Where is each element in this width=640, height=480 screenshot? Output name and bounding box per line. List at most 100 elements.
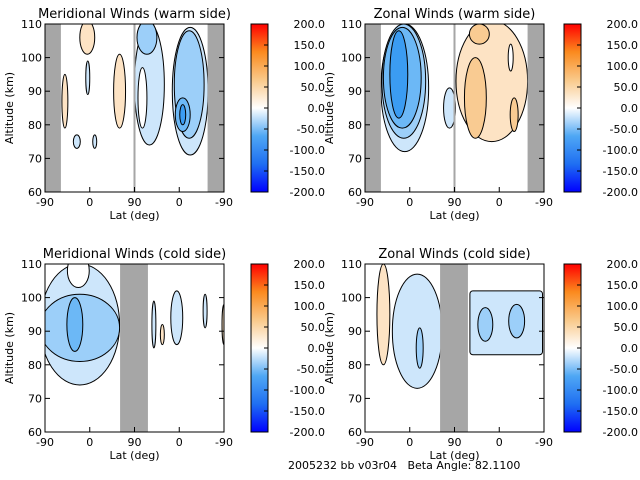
y-tick-label: 70	[348, 152, 362, 165]
contour-regions	[45, 264, 224, 386]
panel-3: Meridional Winds (cold side) 60 70 80 90 100 1…	[3, 247, 325, 462]
x-tick-label: 90	[128, 436, 142, 449]
contour-region	[66, 297, 84, 352]
contour-region	[179, 104, 187, 126]
y-tick-label: 90	[28, 325, 42, 338]
x-axis-label: Lat (deg)	[110, 449, 160, 462]
colorbar-tick-label: -150.0	[290, 165, 325, 178]
x-tick-label: -90	[36, 436, 54, 449]
y-tick-label: 80	[348, 119, 362, 132]
footer-info: 2005232 bb v03r04 Beta Angle: 82.1100	[288, 459, 520, 472]
x-tick-label: -90	[535, 196, 553, 209]
y-tick-label: 90	[348, 325, 362, 338]
contour-region	[136, 24, 158, 55]
y-axis-label: Altitude (km)	[323, 72, 336, 144]
chart-title: Zonal Winds (cold side)	[378, 247, 530, 262]
x-tick-label: -90	[356, 436, 374, 449]
y-tick-label: 110	[21, 258, 42, 271]
contour-regions	[380, 24, 529, 153]
colorbar-tick-label: 150.0	[607, 279, 639, 292]
colorbar-tick-label: -150.0	[290, 405, 325, 418]
run-id: 2005232 bb v03r04	[288, 459, 397, 472]
contour-region	[151, 300, 157, 349]
colorbar-tick-label: 0.0	[621, 342, 639, 355]
contour-region	[113, 53, 127, 129]
contour-region	[202, 293, 208, 329]
x-axis-label: Lat (deg)	[430, 449, 480, 462]
y-tick-label: 60	[28, 426, 42, 439]
y-axis-label: Altitude (km)	[3, 312, 16, 384]
y-axis-label: Altitude (km)	[323, 312, 336, 384]
x-tick-label: -90	[36, 196, 54, 209]
y-tick-label: 90	[28, 85, 42, 98]
colorbar-tick-label: 100.0	[607, 300, 639, 313]
colorbar-tick-label: -200.0	[290, 426, 325, 439]
no-data-region	[120, 264, 148, 432]
colorbar-tick-label: -150.0	[603, 405, 638, 418]
y-tick-label: 110	[341, 18, 362, 31]
colorbar-tick-label: -200.0	[603, 426, 638, 439]
contour-region	[477, 307, 494, 342]
contour-regions	[376, 264, 544, 389]
colorbar-tick-label: -100.0	[290, 144, 325, 157]
y-tick-label: 60	[348, 186, 362, 199]
y-tick-label: 100	[21, 52, 42, 65]
x-tick-label: 0	[176, 196, 183, 209]
colorbar-tick-label: -50.0	[610, 363, 638, 376]
contour-region	[159, 323, 165, 346]
x-tick-label: -90	[535, 436, 553, 449]
panel-2: Zonal Winds (warm side) 60 70 80 90 100 110 -90…	[323, 7, 638, 222]
contour-region	[72, 134, 81, 149]
contour-region	[391, 273, 443, 389]
contour-region	[137, 67, 148, 129]
y-tick-label: 80	[28, 359, 42, 372]
contour-region	[170, 290, 184, 346]
colorbar-tick-label: 200.0	[607, 258, 639, 271]
x-axis-label: Lat (deg)	[430, 209, 480, 222]
x-tick-label: 0	[86, 196, 93, 209]
y-tick-label: 80	[348, 359, 362, 372]
contour-region	[85, 60, 91, 96]
colorbar-tick-label: -100.0	[290, 384, 325, 397]
colorbar-tick-label: 200.0	[294, 18, 326, 31]
colorbar-tick-label: -200.0	[290, 186, 325, 199]
x-tick-label: 90	[128, 196, 142, 209]
colorbar-tick-label: -100.0	[603, 384, 638, 397]
x-tick-label: -90	[215, 436, 233, 449]
y-tick-label: 60	[28, 186, 42, 199]
contour-region	[66, 264, 90, 289]
colorbar-tick-label: 150.0	[607, 39, 639, 52]
beta-angle-value: 82.1100	[474, 459, 521, 472]
colorbar-tick-label: 0.0	[308, 102, 326, 115]
contour-region	[79, 24, 96, 55]
x-tick-label: -90	[215, 196, 233, 209]
chart-title: Meridional Winds (cold side)	[43, 247, 226, 262]
y-tick-label: 100	[341, 292, 362, 305]
colorbar-tick-label: 0.0	[621, 102, 639, 115]
contour-region	[468, 24, 490, 45]
contour-region	[415, 327, 424, 369]
colorbar-tick-label: 50.0	[614, 321, 639, 334]
no-data-region	[365, 24, 381, 192]
no-data-region	[527, 24, 544, 192]
x-tick-label: 0	[176, 436, 183, 449]
no-data-region	[45, 24, 61, 192]
y-tick-label: 110	[21, 18, 42, 31]
colorbar-tick-label: -50.0	[297, 363, 325, 376]
colorbar-tick-label: -50.0	[610, 123, 638, 136]
colorbar-tick-label: -200.0	[603, 186, 638, 199]
colorbar-tick-label: 200.0	[294, 258, 326, 271]
y-tick-label: 110	[341, 258, 362, 271]
contour-regions	[61, 24, 209, 156]
contour-region	[509, 97, 519, 133]
y-tick-label: 100	[21, 292, 42, 305]
y-tick-label: 70	[28, 392, 42, 405]
colorbar-tick-label: 150.0	[294, 39, 326, 52]
y-tick-label: 70	[28, 152, 42, 165]
colorbar-tick-label: 100.0	[607, 60, 639, 73]
contour-region	[92, 134, 98, 149]
y-axis-label: Altitude (km)	[3, 72, 16, 144]
panel-4: Zonal Winds (cold side) 60 70 80 90 100 110 -90…	[323, 247, 638, 462]
